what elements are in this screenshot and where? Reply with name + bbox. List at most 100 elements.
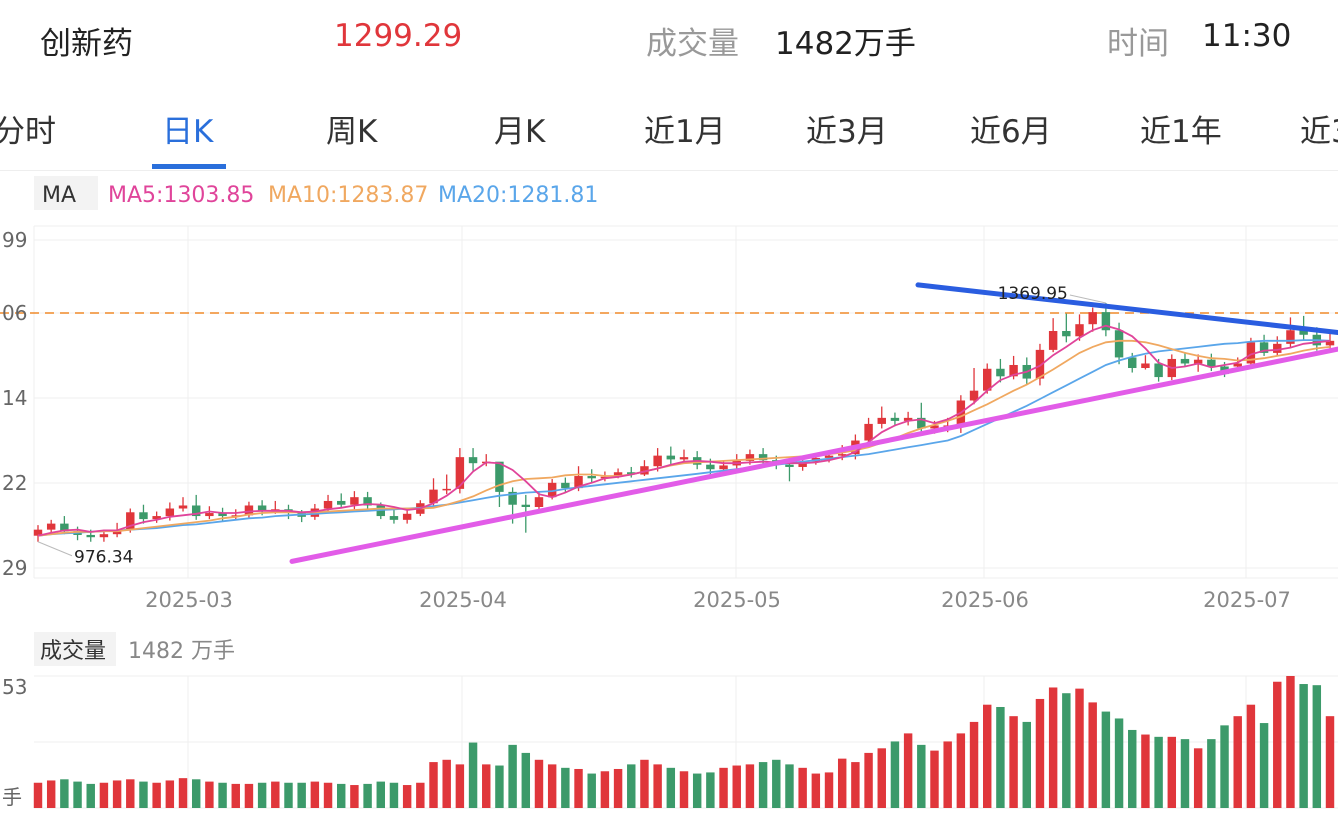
ma-legend-badge [34, 176, 98, 210]
candle-body [706, 464, 715, 470]
volume-bar [824, 772, 834, 808]
tab-1-month[interactable]: 近1月 [644, 114, 726, 150]
x-tick-label: 2025-04 [419, 588, 507, 612]
volume-bar [1035, 698, 1045, 808]
volume-bar [1259, 723, 1269, 808]
volume-bar [969, 721, 979, 808]
volume-bar [864, 752, 873, 808]
ma20-legend: MA20:1281.81 [438, 183, 598, 208]
x-tick-label: 2025-03 [145, 588, 233, 612]
price-grid [33, 225, 1338, 579]
tab-6-months[interactable]: 近6月 [970, 114, 1052, 150]
volume-bar [534, 759, 544, 808]
candle-body [837, 454, 847, 456]
volume-bar [785, 764, 794, 808]
candle-body [139, 512, 148, 520]
candle-body [521, 504, 531, 507]
volume-bar [692, 773, 702, 808]
volume-bar [1220, 725, 1229, 808]
candle-body [337, 500, 346, 505]
candle-body [1088, 312, 1097, 325]
volume-bar [587, 773, 596, 808]
volume-bar [917, 744, 926, 808]
candle-body [1009, 364, 1018, 377]
candle-body [903, 417, 913, 421]
volume-bar [719, 767, 728, 808]
price-y-axis: 99 06 14 22 29 [2, 228, 27, 580]
candle-body [60, 523, 69, 532]
volume-bar [139, 781, 148, 808]
volume-label: 成交量 [646, 26, 739, 62]
candle-body [1273, 343, 1282, 353]
current-price: 1299.29 [334, 18, 463, 54]
volume-bar [1048, 687, 1058, 808]
volume-bar [1114, 718, 1124, 808]
volume-bar [60, 779, 69, 808]
candle-body [1233, 363, 1242, 367]
volume-bar [758, 762, 768, 808]
candle-body [455, 457, 465, 489]
candle-body [824, 455, 834, 458]
candle-body [442, 488, 451, 491]
min-price-annotation: 976.34 [74, 548, 133, 568]
y-tick-label: 22 [2, 471, 27, 495]
volume-bar [33, 782, 43, 808]
volume-bar [1009, 716, 1018, 808]
candle-body [983, 368, 992, 391]
candle-body [1141, 363, 1150, 369]
volume-bar [112, 780, 122, 808]
volume-bar [126, 779, 135, 808]
date-x-axis: 2025-03 2025-04 2025-05 2025-06 2025-07 [145, 588, 1291, 612]
volume-bar [837, 758, 847, 808]
time-value: 11:30 [1202, 18, 1292, 54]
candle-body [508, 491, 517, 505]
volume-bar [1128, 729, 1137, 808]
min-annotation-leader [37, 541, 73, 557]
candle-body [719, 465, 728, 470]
tab-weekly-k[interactable]: 周K [326, 114, 378, 150]
candle-body [126, 512, 135, 530]
tab-intraday[interactable]: 分时 [0, 114, 56, 150]
x-tick-label: 2025-07 [1203, 588, 1291, 612]
volume-bar [930, 750, 939, 808]
candle-body [350, 497, 359, 505]
volume-bar [337, 783, 346, 808]
volume-bar [1101, 711, 1111, 808]
volume-bar [679, 771, 689, 808]
candle-body [561, 482, 570, 489]
candlestick-series [33, 303, 1335, 542]
volume-bar [231, 783, 240, 808]
volume-bar-series [33, 676, 1335, 808]
volume-bar [191, 779, 201, 808]
volume-bar [1062, 693, 1071, 808]
candle-body [495, 461, 504, 492]
candle-body [33, 529, 43, 536]
volume-bar [402, 785, 412, 808]
volume-bar [996, 706, 1005, 808]
tab-3-years[interactable]: 近3 [1300, 114, 1338, 150]
volume-bar [297, 782, 306, 808]
x-tick-label: 2025-05 [693, 588, 781, 612]
candle-body [1325, 340, 1335, 346]
volume-bar [653, 764, 662, 808]
candle-body [86, 534, 95, 538]
volume-bar [772, 759, 781, 808]
volume-bar [271, 781, 280, 808]
candle-body [1286, 330, 1295, 344]
volume-bar [495, 765, 504, 808]
tab-monthly-k[interactable]: 月K [494, 114, 546, 150]
volume-bar [73, 781, 82, 808]
tab-daily-k[interactable]: 日K [162, 114, 214, 150]
candle-body [745, 454, 755, 461]
volume-bar [363, 783, 372, 808]
volume-bar [416, 782, 425, 808]
candle-body [257, 505, 267, 512]
volume-bar [508, 744, 517, 808]
tab-1-year[interactable]: 近1年 [1140, 114, 1222, 150]
tab-3-months[interactable]: 近3月 [806, 114, 888, 150]
candle-body [1207, 359, 1216, 367]
candle-body [99, 534, 109, 538]
candle-body [178, 505, 188, 509]
volume-bar [284, 782, 293, 808]
